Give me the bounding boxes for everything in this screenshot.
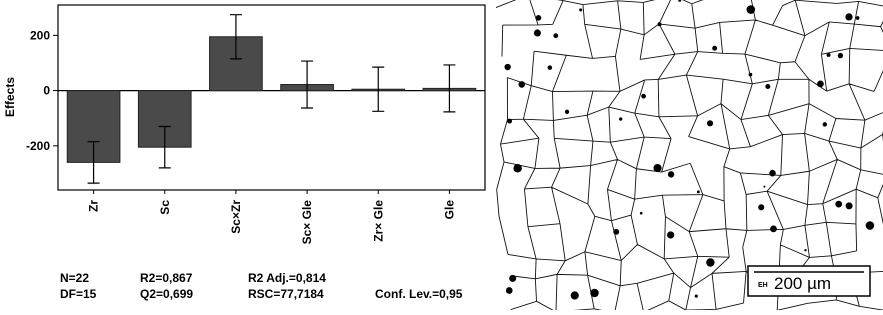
stat-label: DF=15: [60, 287, 97, 301]
dark-phase: [667, 231, 674, 238]
dark-phase: [668, 171, 674, 177]
dark-phase: [507, 119, 512, 124]
dark-phase: [846, 202, 853, 209]
dark-phase: [697, 190, 700, 193]
plot-frame: [58, 5, 485, 190]
dark-phase: [613, 229, 619, 235]
x-tick-label: Sc: [158, 200, 172, 215]
dark-phase: [838, 53, 843, 58]
dark-phase: [653, 164, 661, 172]
stat-label: Q2=0,699: [140, 287, 193, 301]
dark-phase: [504, 64, 510, 70]
dark-phase: [712, 46, 717, 51]
dark-phase: [513, 164, 521, 172]
x-tick-label: Sc×Zr: [229, 200, 243, 234]
dark-phase: [856, 16, 860, 20]
dark-phase: [534, 29, 541, 36]
dark-phase: [536, 15, 542, 21]
dark-phase: [509, 275, 516, 282]
dark-phase: [548, 65, 553, 70]
y-axis-label: Effects: [3, 77, 17, 117]
dark-phase: [817, 81, 824, 88]
stat-label: R2=0,867: [140, 271, 193, 285]
dark-phase: [640, 212, 643, 215]
stat-label: R2 Adj.=0,814: [248, 271, 326, 285]
dark-phase: [827, 53, 831, 57]
dark-phase: [758, 204, 764, 210]
x-tick-label: Zr: [87, 200, 101, 212]
dark-phase: [579, 8, 582, 11]
dark-phase: [765, 84, 770, 89]
dark-phase: [695, 295, 698, 298]
y-tick-label: -200: [26, 139, 50, 153]
dark-phase: [823, 122, 828, 127]
dark-phase: [835, 201, 842, 208]
dark-phase: [571, 291, 579, 299]
y-tick-label: 200: [30, 28, 50, 42]
dark-phase: [866, 221, 875, 230]
micrograph: [496, 0, 883, 310]
dark-phase: [619, 117, 622, 120]
x-tick-label: Gle: [442, 200, 456, 220]
x-tick-label: Sc× Gle: [300, 200, 314, 245]
stat-label: N=22: [60, 271, 89, 285]
dark-phase: [553, 33, 558, 38]
dark-phase: [657, 22, 661, 26]
figure: Effects EH 200 µm -200 0 200 Zr Sc Sc×Zr Sc× G…: [0, 0, 883, 310]
page: Effects EH 200 µm -200 0 200 Zr Sc Sc×Zr Sc× G…: [0, 0, 883, 310]
dark-phase: [706, 258, 714, 266]
dark-phase: [518, 81, 525, 88]
dark-phase: [590, 289, 598, 297]
dark-phase: [804, 249, 806, 251]
x-tick-label: Zr× Gle: [371, 200, 385, 242]
y-tick-label: 0: [43, 84, 50, 98]
scale-tag: EH: [758, 282, 768, 289]
dark-phase: [763, 186, 765, 188]
dark-phase: [565, 110, 569, 114]
dark-phase: [641, 94, 646, 99]
dark-phase: [845, 13, 852, 20]
stat-label: RSC=77,7184: [248, 287, 324, 301]
dark-phase: [506, 287, 513, 294]
dark-phase: [707, 120, 713, 126]
dark-phase: [749, 73, 753, 77]
dark-phase: [747, 5, 756, 14]
dark-phase: [769, 170, 776, 177]
dark-phase: [770, 225, 777, 232]
stat-label: Conf. Lev.=0,95: [375, 287, 463, 301]
scale-label: 200 µm: [774, 274, 831, 293]
